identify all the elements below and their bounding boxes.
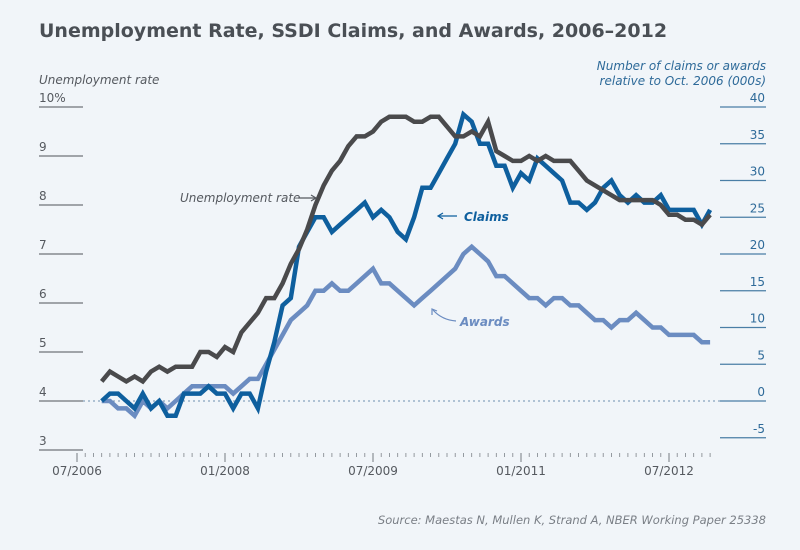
annotation-claims-arrowhead-icon xyxy=(436,212,444,220)
x-axis-tick-label: 07/2009 xyxy=(348,464,398,478)
right-axis-tick-label: 15 xyxy=(750,275,765,289)
chart-title: Unemployment Rate, SSDI Claims, and Awar… xyxy=(39,20,667,42)
series-line-awards xyxy=(101,243,711,420)
left-axis-tick-label: 8 xyxy=(39,189,47,203)
right-axis-tick-label: 10 xyxy=(750,312,765,326)
left-axis-tick-label: 10% xyxy=(39,91,66,105)
annotation-claims: Claims xyxy=(436,210,509,224)
right-axis: 40 35 30 25 20 15 10 5 0 -5 xyxy=(720,91,766,439)
annotation-claims-label: Claims xyxy=(464,210,509,224)
right-axis-tick-label: 40 xyxy=(750,91,765,105)
left-axis-tick-label: 3 xyxy=(39,434,47,448)
annotation-awards-arrow-icon xyxy=(432,309,457,322)
x-axis-tick-label: 07/2006 xyxy=(52,464,102,478)
annotation-unemployment: Unemployment rate xyxy=(180,191,318,205)
left-axis-tick-label: 5 xyxy=(39,336,47,350)
x-axis-tick-label: 01/2008 xyxy=(200,464,250,478)
annotation-awards-arrowhead-icon xyxy=(431,308,438,315)
x-axis: 07/2006 01/2008 07/2009 01/2011 07/2012 xyxy=(52,453,711,478)
right-axis-tick-label: 25 xyxy=(750,201,765,215)
right-axis-tick-label: 5 xyxy=(757,348,765,362)
source-note: Source: Maestas N, Mullen K, Strand A, N… xyxy=(378,513,766,527)
left-axis-tick-label: 6 xyxy=(39,287,47,301)
right-axis-tick-label: 30 xyxy=(750,165,765,179)
right-axis-tick-label: 20 xyxy=(750,238,765,252)
series-line-unemployment-rate xyxy=(99,114,712,385)
right-axis-tick-label: 35 xyxy=(750,128,765,142)
annotation-awards-label: Awards xyxy=(459,315,510,329)
left-axis-title: Unemployment rate xyxy=(39,73,159,87)
x-axis-tick-label: 01/2011 xyxy=(496,464,546,478)
left-axis-tick-label: 4 xyxy=(39,385,47,399)
right-axis-tick-label: 0 xyxy=(757,385,765,399)
annotation-awards: Awards xyxy=(431,308,510,329)
right-axis-title-line1: Number of claims or awards xyxy=(597,59,766,73)
x-axis-tick-label: 07/2012 xyxy=(644,464,694,478)
right-axis-title-line2: relative to Oct. 2006 (000s) xyxy=(600,74,766,88)
series-line-claims xyxy=(100,110,713,418)
left-axis-tick-label: 7 xyxy=(39,238,47,252)
series-lines xyxy=(99,110,713,420)
right-axis-tick-label: -5 xyxy=(753,422,765,436)
annotation-unemployment-arrowhead-icon xyxy=(310,194,318,202)
left-axis: 10% 9 8 7 6 5 4 3 xyxy=(39,91,83,451)
annotation-unemployment-label: Unemployment rate xyxy=(180,191,300,205)
left-axis-tick-label: 9 xyxy=(39,140,47,154)
